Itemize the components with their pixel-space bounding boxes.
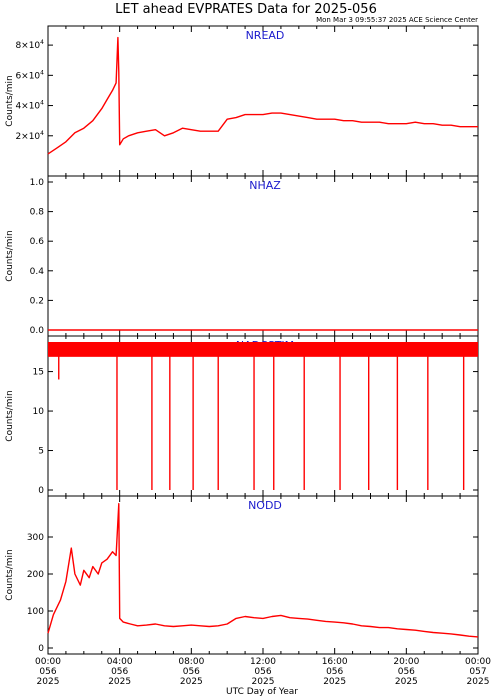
x-tick-year: 2025 (180, 677, 203, 687)
y-tick-label: 10 (33, 407, 45, 417)
panel-nhaz: 0.0 0.2 0.4 0.6 0.8 1.0 Counts/min NHAZ (5, 175, 479, 337)
y-tick-label: 2×104 (15, 130, 44, 142)
y-tick-label: 0 (38, 486, 44, 496)
x-tick-time: 08:00 (178, 657, 204, 667)
series-line (47, 36, 478, 155)
y-tick-label: 0.2 (30, 296, 44, 306)
x-tick-year: 2025 (467, 677, 490, 687)
figure-subtitle: Mon Mar 3 09:55:37 2025 ACE Science Cent… (316, 16, 478, 24)
series-label: NREAD (246, 29, 285, 42)
y-tick-label: 0.8 (30, 208, 45, 218)
series-band (48, 342, 478, 357)
x-tick-time: 16:00 (322, 657, 348, 667)
panel-nodd: 0 100 200 300 Counts/min NODD (5, 495, 479, 655)
series-label: NODD (248, 499, 282, 512)
y-tick-label: 100 (27, 607, 44, 617)
x-tick-year: 2025 (108, 677, 131, 687)
y-tick-label: 0.0 (30, 326, 45, 336)
panel-frame (47, 175, 479, 337)
panel-frame (47, 335, 479, 497)
panel-nread: 2×104 4×104 6×104 8×104 Counts/min NREAD (5, 25, 479, 177)
y-tick-label: 8×104 (15, 39, 44, 51)
x-tick-doy: 056 (326, 667, 343, 677)
figure-title: LET ahead EVPRATES Data for 2025-056 (115, 2, 377, 17)
x-axis-labels: 00:00056202504:00056202508:00056202512:0… (35, 657, 491, 687)
x-tick-year: 2025 (252, 677, 275, 687)
panel-frame (47, 25, 479, 177)
x-tick-doy: 056 (254, 667, 271, 677)
x-tick-doy: 056 (398, 667, 415, 677)
y-tick-label: 15 (33, 368, 44, 378)
x-tick-time: 00:00 (465, 657, 491, 667)
x-tick-doy: 056 (183, 667, 200, 677)
x-tick-year: 2025 (323, 677, 346, 687)
panels-group: 2×1044×1046×1048×104Counts/minNREAD0.00.… (5, 25, 479, 655)
series-line (47, 503, 479, 638)
x-tick-doy: 056 (111, 667, 128, 677)
x-tick-time: 04:00 (107, 657, 133, 667)
x-tick-year: 2025 (395, 677, 418, 687)
y-tick-label: 4×104 (15, 100, 44, 112)
y-tick-label: 1.0 (30, 178, 45, 188)
x-tick-time: 20:00 (393, 657, 419, 667)
series-label: NHAZ (249, 179, 281, 192)
y-tick-label: 6×104 (15, 69, 44, 81)
y-tick-label: 300 (27, 533, 44, 543)
y-tick-label: 0.6 (30, 237, 45, 247)
x-axis-title: UTC Day of Year (226, 687, 298, 697)
y-tick-label: 5 (38, 447, 44, 457)
y-axis-title: Counts/min (5, 230, 15, 281)
y-tick-label: 200 (27, 570, 44, 580)
x-tick-doy: 056 (39, 667, 56, 677)
x-tick-year: 2025 (37, 677, 60, 687)
y-axis-title: Counts/min (5, 549, 15, 600)
x-tick-doy: 057 (469, 667, 486, 677)
y-tick-label: 0.4 (30, 267, 45, 277)
y-axis-title: Counts/min (5, 75, 15, 126)
y-tick-label: 0 (38, 644, 44, 654)
x-tick-time: 12:00 (250, 657, 276, 667)
x-tick-time: 00:00 (35, 657, 61, 667)
y-axis-title: Counts/min (5, 390, 15, 441)
